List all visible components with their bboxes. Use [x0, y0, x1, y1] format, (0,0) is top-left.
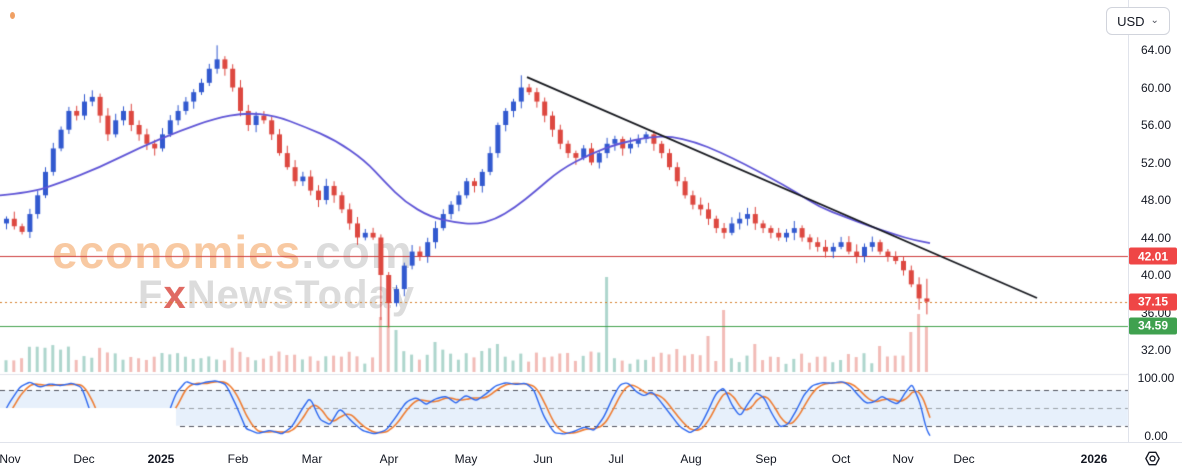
chevron-down-icon: ⌄: [1150, 14, 1159, 26]
price-scale-tick: 60.00: [1140, 80, 1172, 95]
corner-marker: [10, 12, 15, 19]
oscillator-scale-tick: 100.00: [1137, 371, 1175, 385]
time-axis-label: Dec: [73, 452, 95, 466]
price-level-badge: 42.01: [1129, 247, 1177, 265]
time-axis-label: Feb: [227, 452, 249, 466]
pane-settings-button[interactable]: [1140, 447, 1164, 469]
gear-icon: [1144, 451, 1160, 465]
time-axis-label: Nov: [892, 452, 914, 466]
price-level-badge: 34.59: [1129, 317, 1177, 335]
time-axis-label: Aug: [680, 452, 702, 466]
price-scale-tick: 56.00: [1140, 118, 1172, 132]
time-axis-label: Apr: [379, 452, 399, 466]
time-axis-label: Jun: [533, 452, 553, 466]
price-scale-tick: 52.00: [1140, 155, 1172, 170]
time-axis-label: Jul: [608, 452, 624, 466]
price-scale-tick: 48.00: [1140, 193, 1172, 207]
price-scale-tick: 64.00: [1140, 43, 1172, 57]
time-axis[interactable]: Nov Dec 2025 Feb Mar Apr May Jun Jul Aug Sep Oct Nov…: [0, 442, 1182, 476]
price-scale-axis[interactable]: 64.00 60.00 56.00 52.00 48.00 44.00 40.00 36.00…: [1128, 0, 1182, 443]
price-level-badge: 37.15: [1129, 293, 1177, 311]
time-axis-label: 2025: [147, 452, 175, 466]
time-axis-label: Nov: [0, 452, 21, 466]
time-axis-label: May: [454, 452, 478, 466]
time-axis-label: Oct: [831, 452, 851, 466]
time-axis-label: Mar: [301, 452, 323, 466]
currency-selector-button[interactable]: USD ⌄: [1106, 7, 1170, 35]
time-axis-label: Dec: [953, 452, 975, 466]
price-scale-tick: 40.00: [1140, 268, 1172, 282]
currency-selector-label: USD: [1117, 13, 1145, 29]
time-axis-label: 2026: [1080, 452, 1108, 466]
price-scale-tick: 44.00: [1140, 230, 1172, 245]
price-scale-tick: 32.00: [1140, 343, 1172, 357]
oscillator-scale-tick: 0.00: [1144, 429, 1168, 443]
time-axis-label: Sep: [755, 452, 777, 466]
